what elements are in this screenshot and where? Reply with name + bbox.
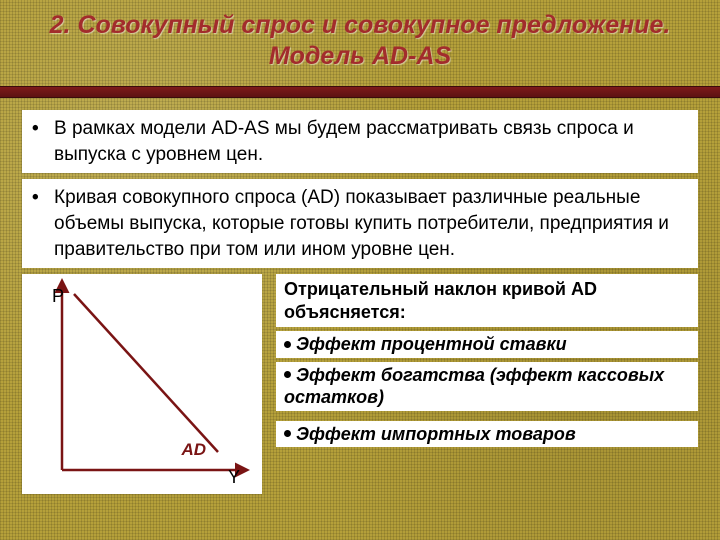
effect-text-2: Эффект богатства (эффект кассовых остатк…: [284, 365, 664, 408]
ad-chart: P Y AD: [22, 274, 262, 494]
bullet-dot-icon: [284, 341, 291, 348]
bullet-marker: •: [32, 116, 54, 167]
title-band: 2. Совокупный спрос и совокупное предлож…: [0, 0, 720, 86]
curve-label: AD: [181, 440, 206, 460]
bullet-block-2: • Кривая совокупного спроса (AD) показыв…: [22, 179, 698, 268]
effect-3: Эффект импортных товаров: [276, 421, 698, 448]
x-axis-label: Y: [228, 467, 240, 488]
effect-1: Эффект процентной ставки: [276, 331, 698, 358]
ad-curve: [74, 294, 218, 452]
effect-text-3: Эффект импортных товаров: [296, 424, 576, 444]
chart-svg: [22, 274, 262, 494]
bullet-text-2: Кривая совокупного спроса (AD) показывае…: [54, 185, 688, 262]
bullet-dot-icon: [284, 371, 291, 378]
accent-bar: [0, 86, 720, 98]
bullet-text-1: В рамках модели AD-AS мы будем рассматри…: [54, 116, 688, 167]
bullet-dot-icon: [284, 430, 291, 437]
bullet-marker: •: [32, 185, 54, 262]
lower-row: P Y AD Отрицательный наклон кривой AD об…: [22, 274, 698, 494]
y-axis-label: P: [52, 286, 64, 307]
effect-2: Эффект богатства (эффект кассовых остатк…: [276, 362, 698, 411]
explain-heading: Отрицательный наклон кривой AD объясняет…: [276, 274, 698, 327]
slide-title: 2. Совокупный спрос и совокупное предлож…: [30, 10, 690, 73]
bullet-block-1: • В рамках модели AD-AS мы будем рассмат…: [22, 110, 698, 173]
content-area: • В рамках модели AD-AS мы будем рассмат…: [0, 98, 720, 540]
explain-column: Отрицательный наклон кривой AD объясняет…: [276, 274, 698, 494]
effect-text-1: Эффект процентной ставки: [296, 334, 567, 354]
